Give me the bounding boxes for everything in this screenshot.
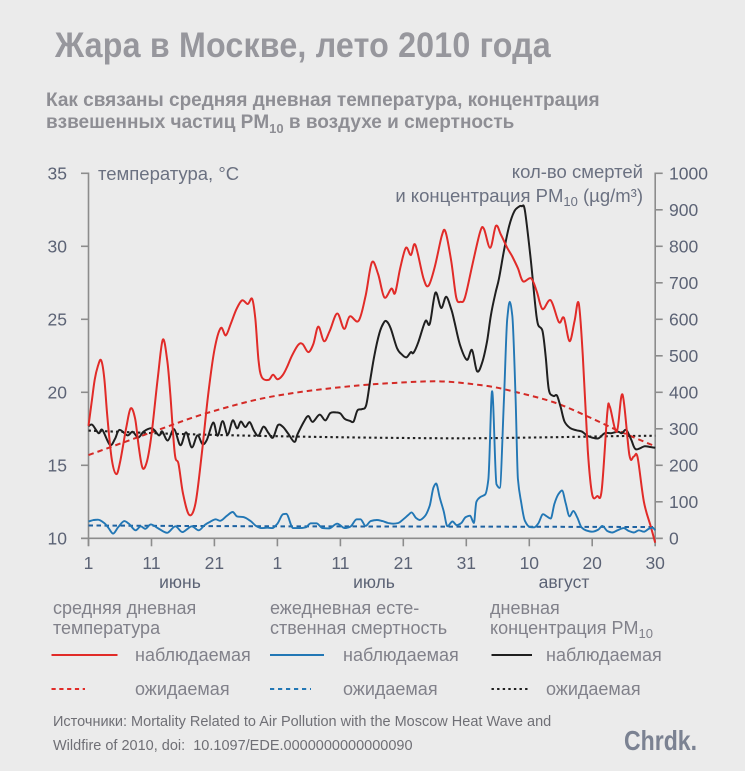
svg-text:температура: температура [53,618,161,638]
svg-text:0: 0 [669,528,679,548]
svg-text:21: 21 [394,553,413,573]
svg-text:10: 10 [520,553,540,573]
svg-text:100: 100 [669,492,698,512]
svg-text:средняя дневная: средняя дневная [53,598,196,618]
svg-text:400: 400 [669,382,698,402]
svg-text:Chrdk.: Chrdk. [624,725,697,756]
svg-text:ожидаемая: ожидаемая [546,679,641,699]
svg-text:дневная: дневная [490,598,560,618]
svg-text:концентрация PM10: концентрация PM10 [490,618,653,641]
svg-text:наблюдаемая: наблюдаемая [135,645,251,665]
svg-text:21: 21 [205,553,224,573]
svg-text:июнь: июнь [159,572,201,592]
svg-text:20: 20 [48,382,68,402]
svg-text:ожидаемая: ожидаемая [343,679,438,699]
svg-text:кол-во смертей: кол-во смертей [512,161,643,182]
svg-text:800: 800 [669,236,698,256]
svg-text:11: 11 [142,553,160,573]
svg-text:20: 20 [582,553,602,573]
svg-text:1: 1 [84,553,94,573]
svg-text:и концентрация PM10 (µg/m³): и концентрация PM10 (µg/m³) [395,185,643,209]
svg-text:наблюдаемая: наблюдаемая [343,645,459,665]
svg-text:25: 25 [48,309,67,329]
svg-text:ожидаемая: ожидаемая [135,679,230,699]
svg-text:температура, °C: температура, °C [98,163,239,184]
svg-text:30: 30 [48,236,68,256]
svg-text:10: 10 [48,528,68,548]
svg-text:900: 900 [669,200,698,220]
svg-text:наблюдаемая: наблюдаемая [546,645,662,665]
svg-text:июль: июль [353,572,395,592]
svg-text:11: 11 [331,553,349,573]
svg-text:200: 200 [669,455,698,475]
svg-text:700: 700 [669,273,698,293]
svg-text:ственная смертность: ственная смертность [270,618,447,638]
svg-text:1: 1 [273,553,283,573]
svg-text:300: 300 [669,419,698,439]
svg-text:15: 15 [48,455,67,475]
svg-text:Wildfire of 2010, doi: 10.109: Wildfire of 2010, doi: 10.1097/EDE.00000… [53,738,413,754]
svg-text:500: 500 [669,346,698,366]
svg-text:30: 30 [645,553,665,573]
svg-text:август: август [539,572,590,592]
svg-text:31: 31 [457,553,476,573]
svg-text:600: 600 [669,309,698,329]
svg-text:1000: 1000 [669,163,708,183]
svg-text:Источники: Mortality Related t: Источники: Mortality Related to Air Poll… [53,714,551,730]
svg-text:ежедневная есте-: ежедневная есте- [270,598,419,618]
svg-text:35: 35 [48,163,67,183]
